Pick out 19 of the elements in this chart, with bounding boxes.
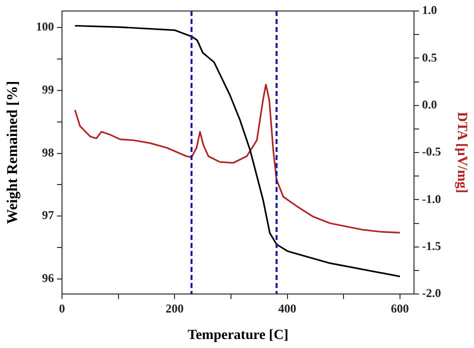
y2-tick-label: -1.5	[422, 238, 441, 253]
y2-tick-label: -1.0	[422, 192, 441, 206]
x-tick-label: 600	[390, 301, 409, 316]
y2-tick-label: -2.0	[422, 286, 441, 300]
y2-axis-title: DTA [µV/mg]	[454, 112, 469, 194]
y-tick-label: 98	[42, 145, 54, 160]
y-tick-label: 100	[36, 20, 54, 34]
x-tick-label: 0	[59, 301, 65, 316]
y2-tick-label: -0.5	[422, 144, 441, 159]
x-tick-label: 200	[166, 301, 184, 316]
y2-tick-label: 0.5	[422, 50, 437, 64]
y2-tick-label: 0.0	[422, 97, 437, 112]
y-axis-title: Weight Remained [%]	[4, 80, 21, 224]
x-axis-title: Temperature [C]	[188, 328, 288, 344]
y-tick-label: 97	[42, 208, 54, 222]
x-tick-label: 400	[278, 301, 296, 316]
y-tick-label: 99	[42, 82, 54, 97]
y-tick-label: 96	[42, 271, 54, 286]
y2-tick-label: 1.0	[422, 3, 437, 18]
